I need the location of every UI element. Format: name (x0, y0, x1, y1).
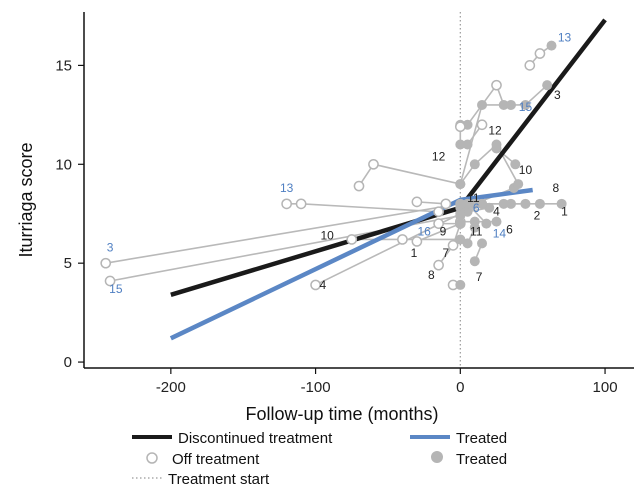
y-tick-label: 5 (64, 255, 72, 272)
off-treatment-point (434, 207, 443, 216)
legend-label-off-treatment: Off treatment (172, 451, 260, 468)
x-tick-label: -100 (301, 379, 331, 396)
patient-id-label: 4 (493, 205, 500, 219)
patient-id-label: 9 (440, 224, 447, 238)
x-ticks: -200 -100 0 100 (156, 368, 618, 396)
off-treatment-point (347, 235, 356, 244)
off-treatment-point (369, 160, 378, 169)
treated-point (513, 179, 523, 189)
x-tick-label: -200 (156, 379, 186, 396)
legend: Discontinued treatment Treated Off treat… (132, 430, 507, 486)
patient-id-label: 4 (319, 278, 326, 292)
patient-id-label: 13 (558, 31, 572, 45)
treated-point (455, 211, 465, 221)
legend-label-treatment-start: Treatment start (168, 471, 270, 486)
patient-id-label: 15 (109, 282, 123, 296)
patient-id-label: 14 (493, 226, 507, 240)
legend-swatch-off-treatment (147, 453, 157, 463)
patient-id-label: 3 (107, 240, 114, 254)
patient-id-label: 10 (320, 228, 334, 242)
legend-swatch-treated-marker (431, 451, 443, 463)
patient-id-label: 8 (552, 181, 559, 195)
treated-point (492, 140, 502, 150)
axes: -200 -100 0 100 0 5 10 15 Follow-up time (mont… (16, 12, 634, 424)
treated-point (535, 199, 545, 209)
treated-point (463, 238, 473, 248)
x-tick-label: 0 (456, 379, 464, 396)
patient-id-label: 1 (561, 205, 568, 219)
patient-id-label: 7 (442, 246, 449, 260)
patient-id-label: 16 (417, 224, 431, 238)
patient-id-label: 8 (428, 268, 435, 282)
treated-point (477, 238, 487, 248)
treated-point (499, 199, 509, 209)
off-treatment-point (101, 259, 110, 268)
off-treatment-point (282, 199, 291, 208)
treated-point (455, 179, 465, 189)
legend-label-treated-line: Treated (456, 430, 507, 447)
treated-point (520, 199, 530, 209)
y-tick-label: 10 (55, 156, 72, 173)
y-tick-label: 15 (55, 57, 72, 74)
patient-id-label: 7 (476, 270, 483, 284)
off-treatment-point (441, 199, 450, 208)
off-treatment-point (492, 81, 501, 90)
patient-id-label: 3 (554, 88, 561, 102)
off-treatment-point (456, 122, 465, 131)
off-treatment-point (525, 61, 534, 70)
x-tick-label: 100 (593, 379, 618, 396)
patient-id-label: 12 (432, 149, 446, 163)
off-treatment-point (412, 197, 421, 206)
treated-point (470, 159, 480, 169)
patient-id-label: 6 (473, 201, 480, 215)
treated-point (542, 80, 552, 90)
legend-label-discontinued: Discontinued treatment (178, 430, 333, 447)
treated-point (547, 41, 557, 51)
y-tick-label: 0 (64, 354, 72, 371)
x-axis-title: Follow-up time (months) (245, 404, 438, 424)
patient-id-label: 12 (488, 124, 502, 138)
patient-id-label: 10 (519, 163, 533, 177)
off-treatment-point (477, 120, 486, 129)
patient-connector (106, 204, 461, 263)
trend-layer (171, 20, 605, 338)
patient-id-label: 6 (506, 223, 513, 237)
legend-label-treated-marker: Treated (456, 451, 507, 468)
off-treatment-point (398, 235, 407, 244)
treated-point (455, 280, 465, 290)
treated-point (455, 199, 465, 209)
treated-point (470, 256, 480, 266)
y-ticks: 0 5 10 15 (55, 57, 84, 371)
off-treatment-point (535, 49, 544, 58)
patient-id-label: 11 (470, 224, 483, 238)
off-treatment-point (434, 261, 443, 270)
patient-id-label: 1 (411, 246, 418, 260)
treated-point (463, 140, 473, 150)
y-axis-title: Iturriaga score (16, 142, 36, 257)
patient-id-label: 2 (534, 209, 541, 223)
treated-point (506, 100, 516, 110)
treated-point (481, 219, 491, 229)
off-treatment-point (297, 199, 306, 208)
trend-line-discontinued (171, 20, 605, 295)
patient-id-label: 15 (519, 100, 533, 114)
off-treatment-point (354, 181, 363, 190)
treated-point (477, 100, 487, 110)
patient-id-label: 13 (280, 181, 294, 195)
